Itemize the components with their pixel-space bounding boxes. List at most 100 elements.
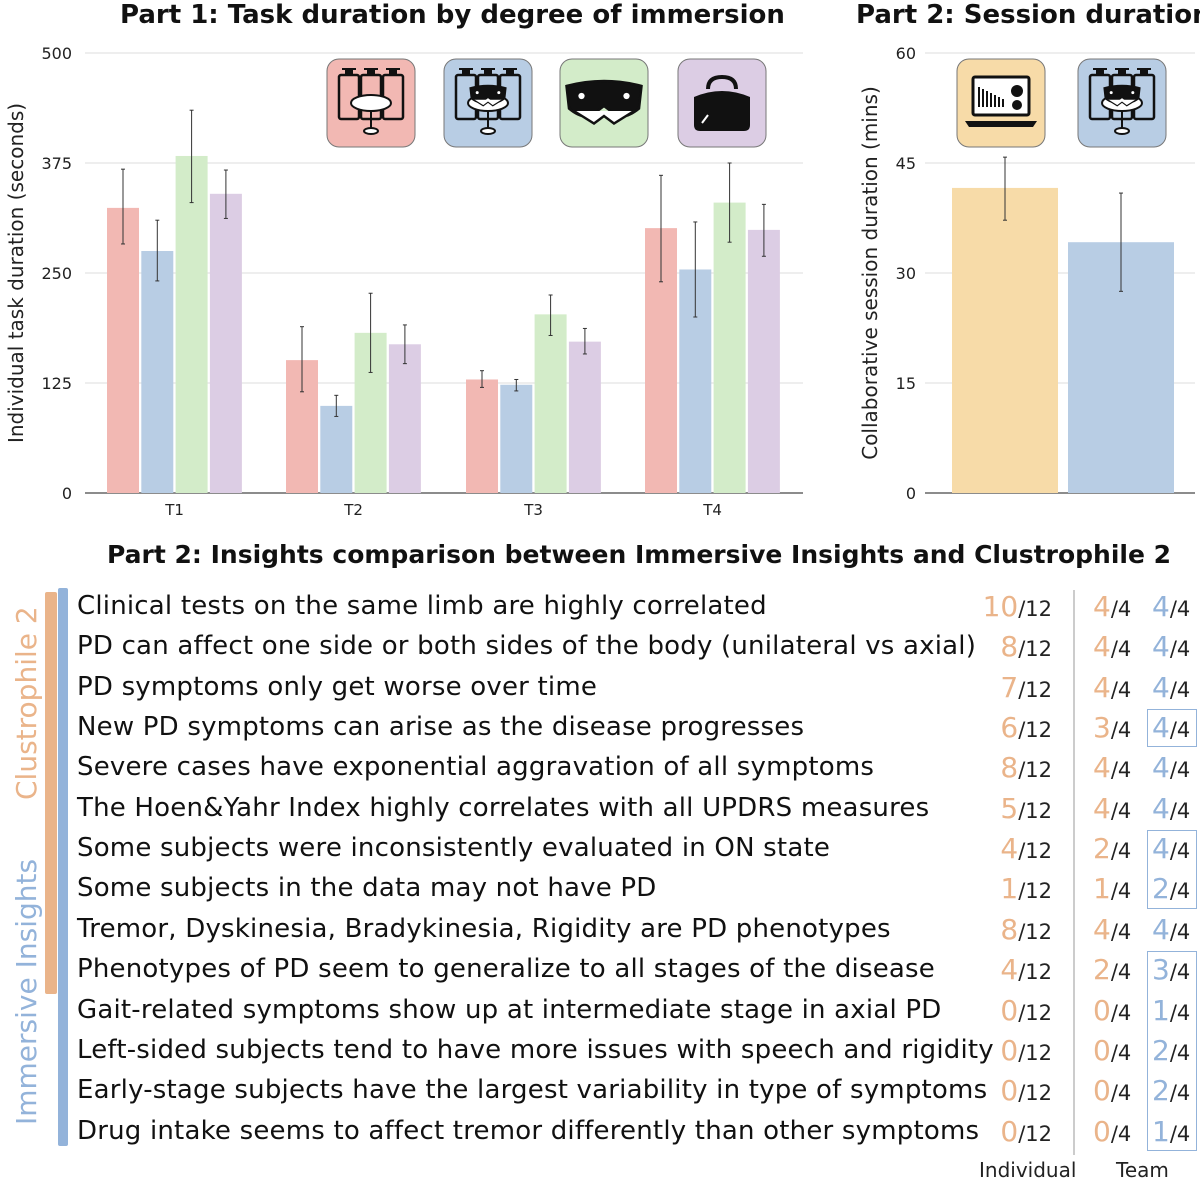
individual-value: 1 — [1000, 872, 1019, 906]
x-tick-label: T3 — [523, 501, 543, 519]
team-clustrophile-count: 0/4 — [1093, 991, 1131, 1031]
team-clustrophile-total: /4 — [1110, 839, 1132, 864]
bar — [534, 314, 567, 493]
clustrophile-bracket — [45, 592, 57, 994]
individual-value: 4 — [1000, 953, 1019, 987]
team-clustrophile-total: /4 — [1110, 879, 1132, 904]
individual-count: 10/12 — [983, 587, 1052, 627]
team-immersive-count: 4/4 — [1152, 627, 1190, 667]
immersive-label: Immersive Insights — [10, 858, 43, 1125]
individual-value: 0 — [1000, 1114, 1019, 1148]
team-clustrophile-count: 0/4 — [1093, 1112, 1131, 1152]
team-immersive-total: /4 — [1169, 758, 1191, 783]
individual-total: /12 — [1018, 879, 1052, 904]
team-immersive-value: 4 — [1152, 711, 1170, 745]
insight-text: Phenotypes of PD seem to generalize to a… — [77, 954, 935, 985]
team-immersive-count: 4/4 — [1152, 829, 1190, 869]
team-immersive-total: /4 — [1169, 919, 1191, 944]
displays-with-ar-headset-icon — [443, 58, 533, 148]
team-immersive-value: 3 — [1152, 953, 1170, 987]
highlight-box — [1147, 951, 1197, 1151]
y-tick-label: 15 — [896, 374, 916, 393]
highlight-box — [1147, 830, 1197, 909]
vr-headset-icon — [677, 58, 767, 148]
team-clustrophile-count: 4/4 — [1093, 587, 1131, 627]
team-clustrophile-value: 3 — [1093, 711, 1111, 745]
individual-total: /12 — [1018, 1000, 1052, 1025]
team-immersive-value: 4 — [1152, 590, 1170, 623]
clustrophile-label: Clustrophile 2 — [10, 606, 43, 800]
insight-text: Early-stage subjects have the largest va… — [77, 1075, 988, 1106]
team-immersive-value: 4 — [1152, 832, 1170, 866]
individual-count: 0/12 — [1000, 1112, 1052, 1152]
team-clustrophile-total: /4 — [1110, 919, 1132, 944]
team-clustrophile-count: 4/4 — [1093, 748, 1131, 788]
team-header: Team — [1116, 1158, 1169, 1181]
team-clustrophile-value: 4 — [1093, 670, 1111, 704]
y-tick-label: 45 — [896, 154, 916, 173]
team-immersive-total: /4 — [1169, 1040, 1191, 1065]
team-immersive-total: /4 — [1169, 798, 1191, 823]
individual-count: 0/12 — [1000, 1031, 1052, 1071]
team-clustrophile-count: 4/4 — [1093, 627, 1131, 667]
y-tick-label: 500 — [41, 44, 72, 63]
y-tick-label: 30 — [896, 264, 916, 283]
insight-text: The Hoen&Yahr Index highly correlates wi… — [77, 792, 930, 823]
individual-value: 10 — [982, 590, 1019, 623]
team-clustrophile-value: 4 — [1093, 751, 1111, 785]
insight-text: Gait-related symptoms show up at interme… — [77, 994, 942, 1025]
insight-text: Severe cases have exponential aggravatio… — [77, 752, 875, 783]
team-clustrophile-total: /4 — [1110, 960, 1132, 985]
y-tick-label: 125 — [41, 374, 72, 393]
team-clustrophile-value: 0 — [1093, 993, 1111, 1027]
team-clustrophile-value: 4 — [1093, 590, 1111, 623]
x-tick-label: T1 — [164, 501, 184, 519]
individual-total: /12 — [1018, 758, 1052, 783]
individual-count: 4/12 — [1000, 829, 1052, 869]
team-immersive-value: 4 — [1152, 912, 1170, 946]
individual-total: /12 — [1018, 919, 1052, 944]
team-immersive-total: /4 — [1169, 718, 1191, 743]
individual-count: 0/12 — [1000, 1071, 1052, 1111]
y-tick-label: 0 — [906, 484, 916, 503]
team-immersive-total: /4 — [1169, 637, 1191, 662]
y-tick-label: 0 — [62, 484, 72, 503]
individual-value: 0 — [1000, 1074, 1019, 1108]
x-tick-label: T2 — [343, 501, 363, 519]
individual-value: 7 — [1000, 670, 1019, 704]
y-tick-label: 60 — [896, 44, 916, 63]
team-clustrophile-total: /4 — [1110, 637, 1132, 662]
bar — [568, 341, 601, 493]
team-immersive-count: 2/4 — [1152, 1071, 1190, 1111]
team-immersive-total: /4 — [1169, 960, 1191, 985]
team-immersive-value: 2 — [1152, 1033, 1170, 1067]
chart2-ylabel: Collaborative session duration (mins) — [858, 86, 882, 460]
individual-value: 8 — [1000, 912, 1019, 946]
bar — [320, 405, 353, 493]
individual-value: 8 — [1000, 630, 1019, 664]
bar — [952, 187, 1058, 493]
team-clustrophile-count: 4/4 — [1093, 668, 1131, 708]
chart1-title: Part 1: Task duration by degree of immer… — [120, 0, 785, 30]
bar — [388, 344, 421, 493]
bar — [175, 155, 208, 493]
chart2-title: Part 2: Session duration — [856, 0, 1200, 30]
team-immersive-value: 2 — [1152, 1074, 1170, 1108]
team-clustrophile-value: 0 — [1093, 1114, 1111, 1148]
team-clustrophile-value: 4 — [1093, 912, 1111, 946]
team-clustrophile-count: 2/4 — [1093, 950, 1131, 990]
individual-count: 4/12 — [1000, 950, 1052, 990]
team-clustrophile-total: /4 — [1110, 718, 1132, 743]
team-clustrophile-total: /4 — [1110, 1121, 1132, 1146]
chart1-ylabel: Individual task duration (seconds) — [4, 103, 28, 443]
team-immersive-count: 1/4 — [1152, 1112, 1190, 1152]
team-clustrophile-total: /4 — [1110, 677, 1132, 702]
individual-count: 8/12 — [1000, 627, 1052, 667]
insight-text: PD symptoms only get worse over time — [77, 671, 598, 702]
team-immersive-value: 4 — [1152, 751, 1170, 785]
individual-count: 1/12 — [1000, 869, 1052, 909]
y-tick-label: 375 — [41, 154, 72, 173]
individual-total: /12 — [1018, 718, 1052, 743]
individual-value: 8 — [1000, 751, 1019, 785]
